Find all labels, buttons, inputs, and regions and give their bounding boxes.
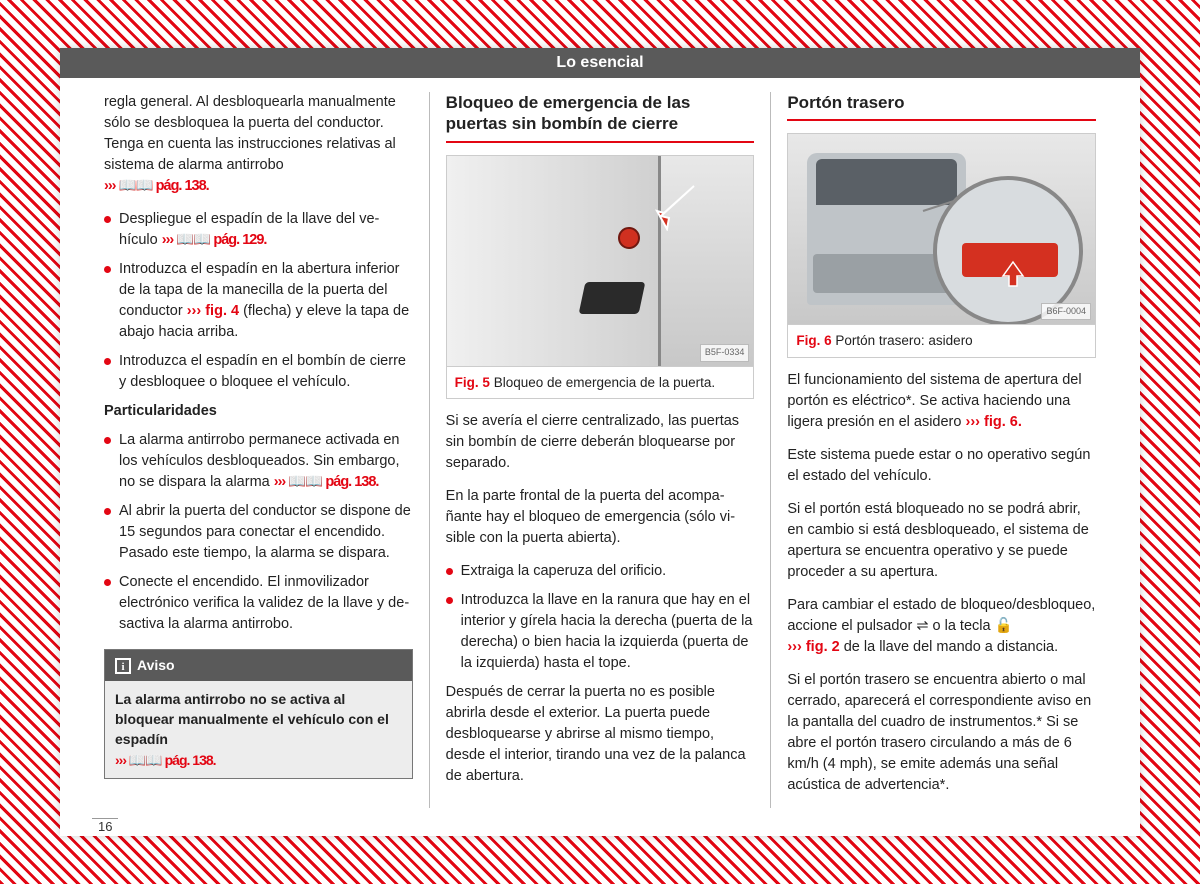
c3-p3: Si el portón está bloqueado no se podrá … bbox=[787, 499, 1096, 583]
c3-p4-ref: ››› fig. 2 bbox=[787, 639, 839, 655]
figure-6-image: B6F-0004 bbox=[788, 134, 1095, 324]
up-arrow-icon bbox=[999, 260, 1027, 288]
c1-b2-text: Introduzca el espadín en la abertura inf… bbox=[119, 259, 413, 343]
c1-b4-text: La alarma antirrobo permanece activada e… bbox=[119, 430, 413, 493]
door-latch-shape bbox=[578, 282, 645, 314]
c2-p2: En la parte frontal de la puerta del aco… bbox=[446, 486, 755, 549]
heading-underline bbox=[446, 141, 755, 143]
info-icon: i bbox=[115, 658, 131, 674]
c1-b6-text: Conecte el encendido. El inmovilizador e… bbox=[119, 572, 413, 635]
c1-b4-ref: ››› 📖📖 pág. 138. bbox=[274, 474, 379, 490]
figure-6-code: B6F-0004 bbox=[1041, 303, 1091, 320]
bullet-dot-icon bbox=[446, 597, 453, 604]
c3-heading: Portón trasero bbox=[787, 92, 1096, 113]
door-panel-shape bbox=[447, 156, 662, 366]
bullet-dot-icon bbox=[104, 358, 111, 365]
c1-b3-text: Introduzca el espadín en el bombín de ci… bbox=[119, 351, 413, 393]
figure-5-label: Fig. 5 bbox=[455, 375, 490, 390]
zoom-callout-circle bbox=[933, 176, 1083, 324]
c1-bullet-2: Introduzca el espadín en la abertura inf… bbox=[104, 259, 413, 343]
bullet-dot-icon bbox=[104, 508, 111, 515]
column-2: Bloqueo de emergencia de las puertas sin… bbox=[429, 92, 771, 808]
figure-6: B6F-0004 Fig. 6 Portón trasero: asidero bbox=[787, 133, 1096, 358]
page-number: 16 bbox=[92, 818, 118, 834]
aviso-title: Aviso bbox=[137, 655, 175, 675]
c2-heading: Bloqueo de emergencia de las puertas sin… bbox=[446, 92, 755, 135]
c2-b1-text: Extraiga la caperuza del orificio. bbox=[461, 561, 755, 582]
c3-p4: Para cambiar el estado de bloqueo/desblo… bbox=[787, 595, 1096, 658]
c1-bullet-3: Introduzca el espadín en el bombín de ci… bbox=[104, 351, 413, 393]
aviso-ref: ››› 📖📖 pág. 138. bbox=[115, 752, 216, 768]
column-3: Portón trasero B6F-0004 bbox=[770, 92, 1112, 808]
page-header-bar: Lo esencial bbox=[60, 48, 1140, 78]
c2-bullet-2: Introduzca la llave en la ranura que hay… bbox=[446, 590, 755, 674]
c2-p3: Después de cerrar la puerta no es posibl… bbox=[446, 682, 755, 787]
bullet-dot-icon bbox=[104, 216, 111, 223]
manual-page: Lo esencial regla general. Al desbloquea… bbox=[60, 48, 1140, 836]
c1-b1-text: Despliegue el espadín de la llave del ve… bbox=[119, 209, 413, 251]
figure-5-code: B5F-0334 bbox=[700, 344, 750, 361]
c1-bullet-6: Conecte el encendido. El inmovilizador e… bbox=[104, 572, 413, 635]
c3-p1-ref: ››› fig. 6. bbox=[965, 414, 1021, 430]
bullet-dot-icon bbox=[104, 437, 111, 444]
c1-bullet-4: La alarma antirrobo permanece activada e… bbox=[104, 430, 413, 493]
column-1: regla general. Al desbloquearla manualme… bbox=[88, 92, 429, 808]
c2-bullet-1: Extraiga la caperuza del orificio. bbox=[446, 561, 755, 582]
c1-subhead-particularidades: Particularidades bbox=[104, 401, 413, 422]
figure-5-image: B5F-0334 bbox=[447, 156, 754, 366]
aviso-note-box: i Aviso La alarma antirrobo no se activa… bbox=[104, 649, 413, 778]
c3-p1: El funcionamiento del sistema de apertur… bbox=[787, 370, 1096, 433]
figure-6-label: Fig. 6 bbox=[796, 333, 831, 348]
figure-5: B5F-0334 Fig. 5 Bloqueo de emergencia de… bbox=[446, 155, 755, 400]
figure-5-caption: Fig. 5 Bloqueo de emergencia de la puert… bbox=[447, 366, 754, 399]
c1-intro: regla general. Al desbloquearla manualme… bbox=[104, 92, 413, 197]
bullet-dot-icon bbox=[446, 568, 453, 575]
page-header-title: Lo esencial bbox=[556, 54, 643, 71]
c1-bullet-1: Despliegue el espadín de la llave del ve… bbox=[104, 209, 413, 251]
c1-b2-figref: ››› fig. 4 bbox=[187, 303, 239, 319]
c1-b1-ref: ››› 📖📖 pág. 129. bbox=[162, 232, 267, 248]
figure-6-caption: Fig. 6 Portón trasero: asidero bbox=[788, 324, 1095, 357]
c1-intro-text: regla general. Al desbloquearla manualme… bbox=[104, 94, 396, 173]
aviso-head: i Aviso bbox=[105, 650, 412, 680]
c1-intro-ref: ››› 📖📖 pág. 138. bbox=[104, 178, 209, 194]
rear-window-shape bbox=[816, 159, 956, 205]
pointer-arrow-icon bbox=[649, 181, 699, 231]
unlock-key-icon: 🔓 bbox=[995, 618, 1013, 634]
heading-underline bbox=[787, 119, 1096, 121]
c2-b2-text: Introduzca la llave en la ranura que hay… bbox=[461, 590, 755, 674]
c2-p1: Si se avería el cierre centralizado, las… bbox=[446, 411, 755, 474]
content-columns: regla general. Al desbloquearla manualme… bbox=[60, 92, 1140, 808]
bullet-dot-icon bbox=[104, 579, 111, 586]
c1-bullet-5: Al abrir la puerta del conductor se disp… bbox=[104, 501, 413, 564]
c1-b5-text: Al abrir la puerta del conductor se disp… bbox=[119, 501, 413, 564]
bullet-dot-icon bbox=[104, 266, 111, 273]
c3-p5: Si el portón trasero se encuentra abiert… bbox=[787, 670, 1096, 796]
unlock-car-icon: ⇌ bbox=[916, 618, 928, 634]
c3-p2: Este sistema puede estar o no operativo … bbox=[787, 445, 1096, 487]
aviso-body: La alarma antirrobo no se activa al bloq… bbox=[105, 681, 412, 778]
